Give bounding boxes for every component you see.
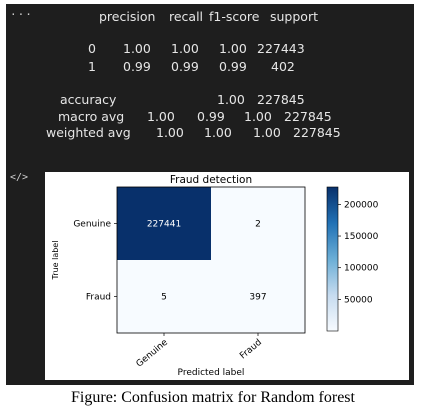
row-0-label: 0 (88, 41, 96, 56)
macro-avg-recall: 0.99 (197, 109, 225, 124)
matrix-cell-value-0-1: 2 (255, 220, 261, 230)
accuracy-f1: 1.00 (217, 92, 245, 107)
colorbar-tick-label: 200000 (344, 200, 379, 210)
weighted-avg-support: 227845 (293, 125, 341, 140)
row-1-f1: 0.99 (219, 59, 247, 74)
weighted-avg-recall: 1.00 (204, 125, 232, 140)
colorbar-ticks: 50000 100000 150000 200000 (338, 200, 379, 305)
figure-caption: Figure: Confusion matrix for Random fore… (71, 389, 355, 406)
y-axis-label: True label (51, 241, 60, 281)
colorbar (326, 186, 339, 332)
x-tick-label-fraud: Fraud (238, 338, 264, 362)
matrix-cell-1-0 (117, 260, 211, 333)
x-tick-labels: Genuine Fraud (135, 333, 264, 370)
y-tick-label-genuine: Genuine (73, 220, 111, 230)
row-1-label: 1 (88, 59, 96, 74)
matrix-cell-value-1-0: 5 (161, 293, 167, 303)
row-0-f1: 1.00 (219, 41, 247, 56)
matrix-cell-value-0-0: 227441 (147, 220, 181, 230)
row-0-support: 227443 (257, 41, 305, 56)
header-f1-score: f1-score (209, 9, 260, 24)
row-1-precision: 0.99 (123, 59, 151, 74)
y-tick-label-fraud: Fraud (86, 293, 111, 303)
weighted-avg-f1: 1.00 (253, 125, 281, 140)
matrix-cell-1-1 (211, 260, 305, 333)
x-tick-label-genuine: Genuine (135, 337, 171, 369)
header-precision: precision (99, 9, 156, 24)
macro-avg-f1: 1.00 (244, 109, 272, 124)
row-1-recall: 0.99 (171, 59, 199, 74)
matrix-cell-0-1 (211, 187, 305, 260)
weighted-avg-label: weighted avg (46, 125, 131, 140)
row-1-support: 402 (271, 59, 295, 74)
cell-menu-icon[interactable]: ··· (10, 8, 33, 21)
plot-frame (116, 186, 306, 334)
matrix-cell-value-1-1: 397 (249, 293, 266, 303)
colorbar-tick-label: 150000 (344, 232, 379, 242)
accuracy-support: 227845 (257, 92, 305, 107)
row-0-recall: 1.00 (171, 41, 199, 56)
macro-avg-precision: 1.00 (147, 109, 175, 124)
macro-avg-label: macro avg (58, 109, 125, 124)
x-axis-label: Predicted label (178, 368, 245, 378)
colorbar-tick-label: 50000 (344, 295, 373, 305)
row-0-precision: 1.00 (123, 41, 151, 56)
header-recall: recall (169, 9, 204, 24)
chart-title: Fraud detection (170, 174, 252, 186)
macro-avg-support: 227845 (284, 109, 332, 124)
code-toggle-icon[interactable]: </> (10, 172, 29, 183)
heatmap-cells: 227441 2 5 397 (117, 187, 305, 333)
header-support: support (270, 9, 318, 24)
accuracy-label: accuracy (60, 92, 117, 107)
confusion-matrix-figure: Fraud detection 227441 2 5 397 Genuine Fraud… (45, 172, 409, 380)
confusion-matrix-plot: Fraud detection 227441 2 5 397 Genuine Fraud… (51, 174, 379, 378)
y-tick-labels: Genuine Fraud (73, 220, 117, 303)
colorbar-tick-label: 100000 (344, 264, 379, 274)
matrix-cell-0-0 (117, 187, 211, 260)
weighted-avg-precision: 1.00 (156, 125, 184, 140)
